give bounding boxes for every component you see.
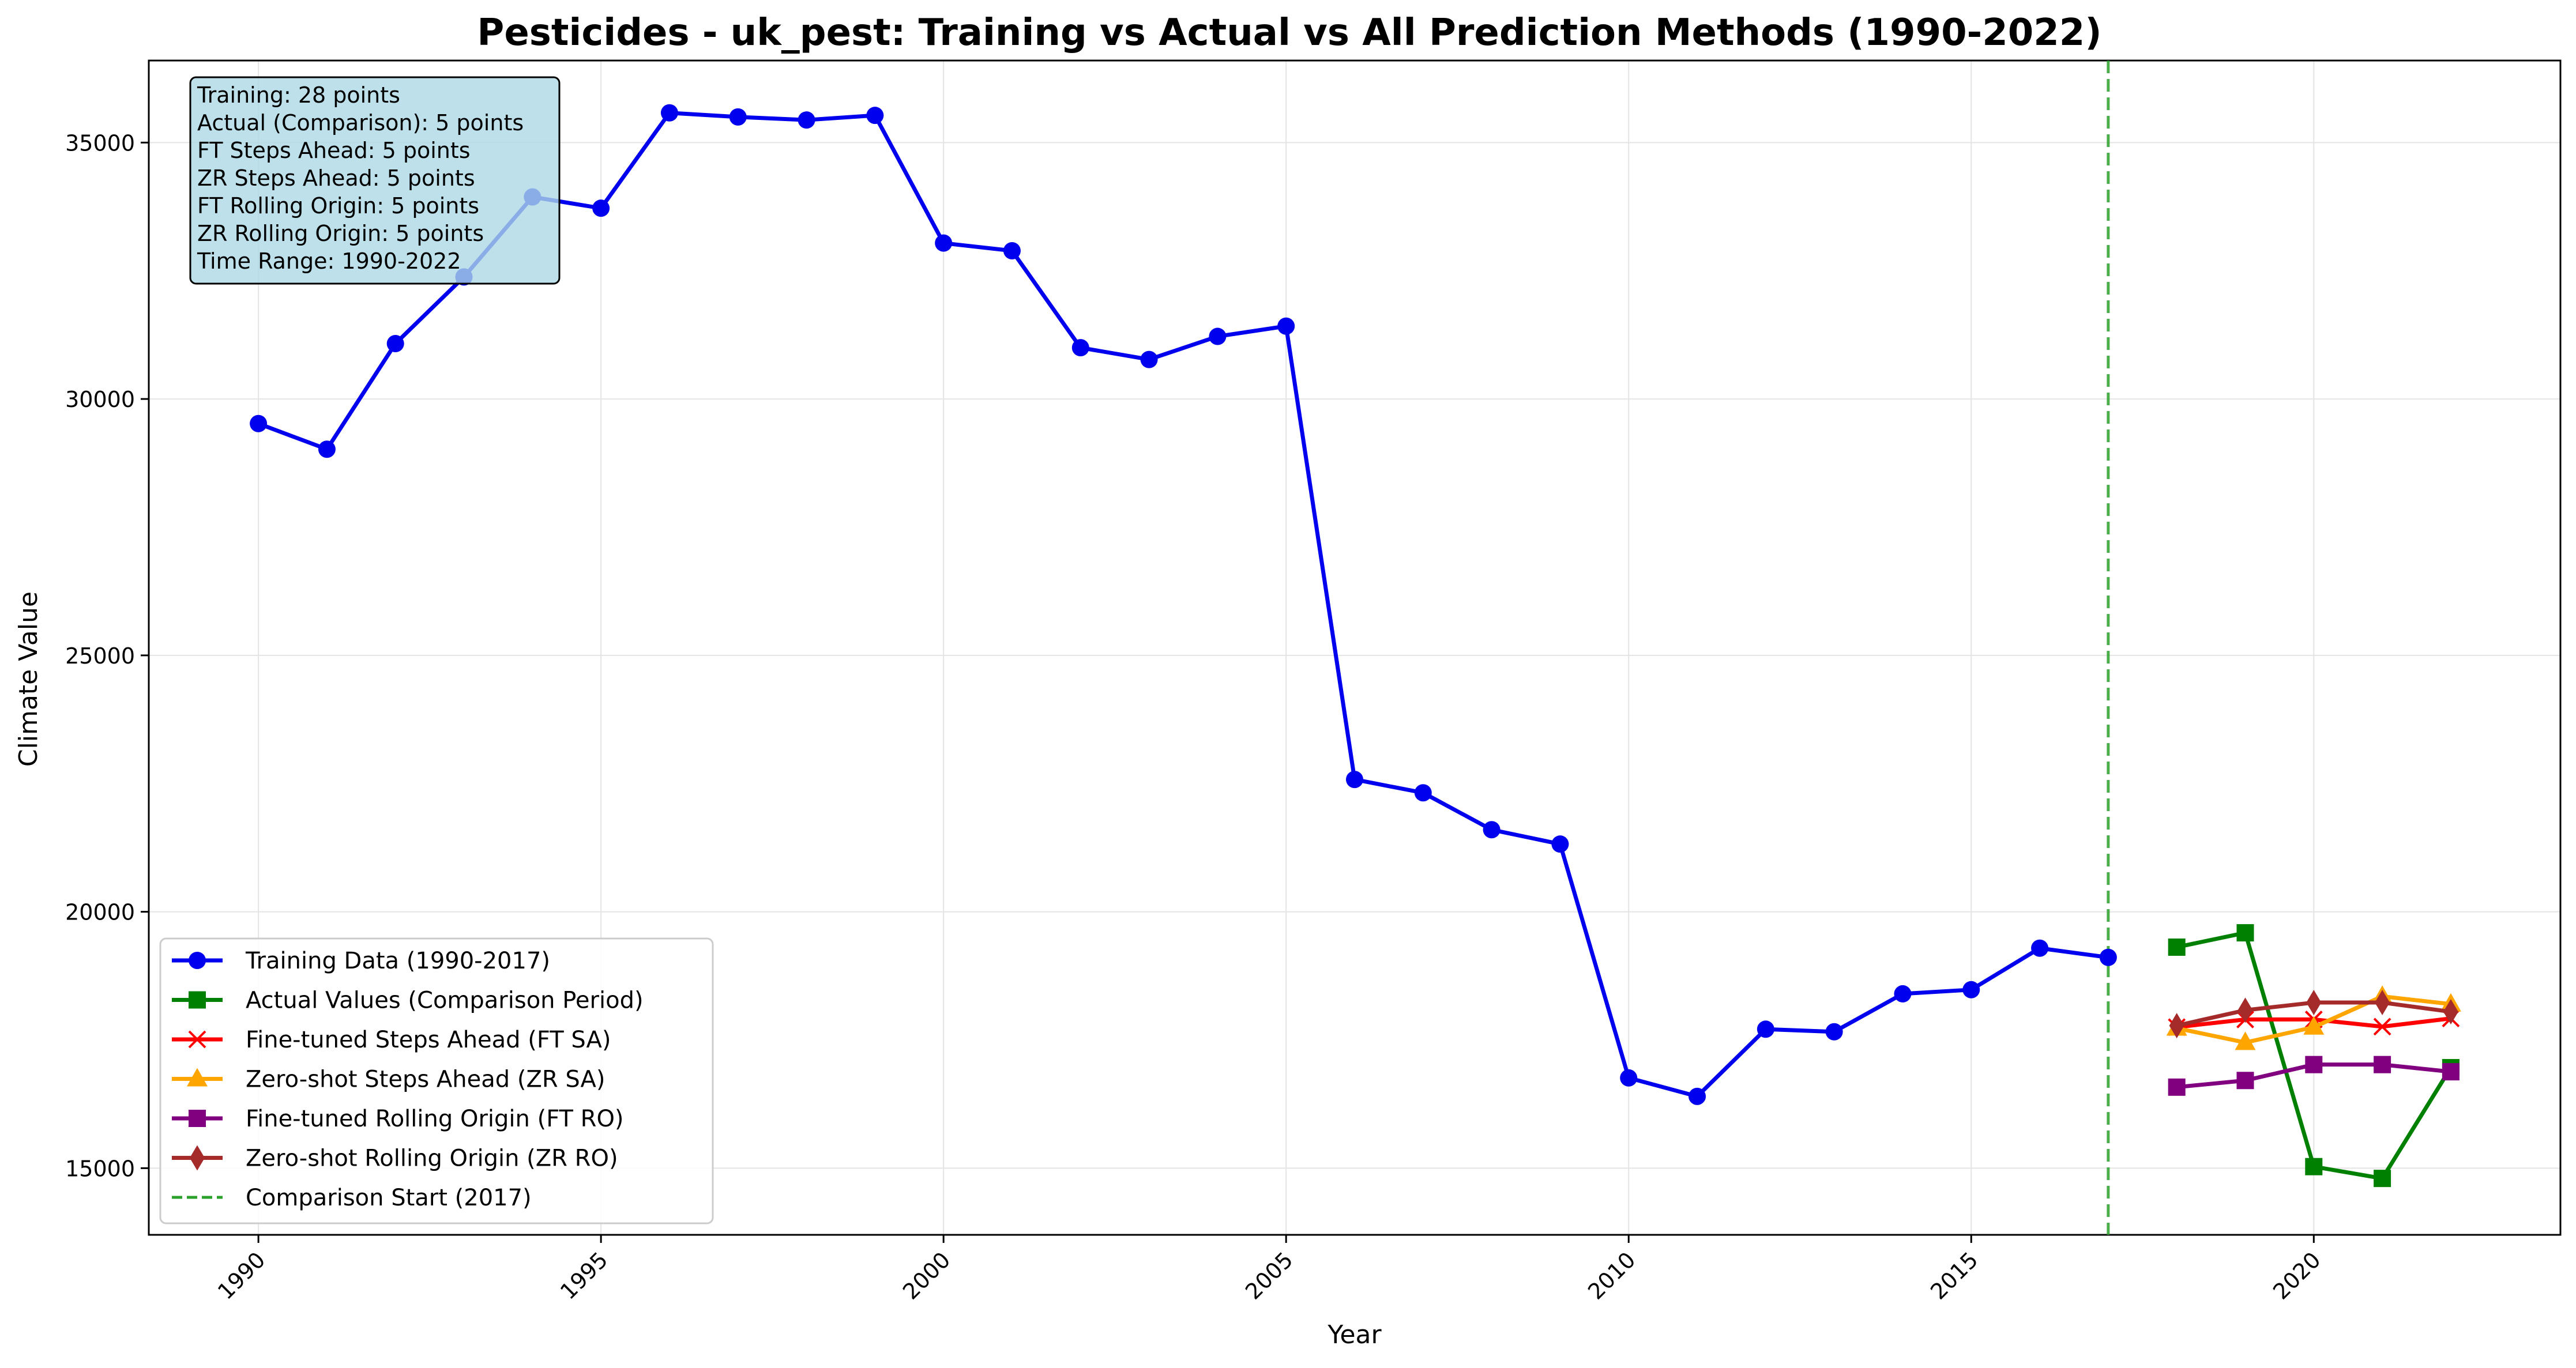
legend-item: Fine-tuned Steps Ahead (FT SA) xyxy=(172,1027,611,1053)
data-point xyxy=(2442,1063,2460,1081)
data-point xyxy=(2235,1031,2256,1050)
data-point xyxy=(2374,1170,2391,1188)
data-point xyxy=(2168,1078,2186,1096)
data-point xyxy=(2099,948,2117,966)
data-point xyxy=(2375,990,2390,1016)
data-point xyxy=(250,414,268,432)
legend-box xyxy=(159,937,714,1224)
data-point xyxy=(1688,1087,1706,1105)
data-point xyxy=(2305,1158,2323,1175)
data-point xyxy=(798,111,815,129)
info-box-line: FT Steps Ahead: 5 points xyxy=(197,138,471,163)
y-tick-label: 20000 xyxy=(65,900,135,925)
data-point xyxy=(1894,985,1912,1003)
legend: Training Data (1990-2017) Actual Values (… xyxy=(159,937,714,1224)
info-box-line: Actual (Comparison): 5 points xyxy=(197,110,524,135)
legend-swatch-marker xyxy=(190,1145,205,1171)
series-4 xyxy=(2168,1056,2460,1096)
data-point xyxy=(2374,1056,2391,1073)
series-layer xyxy=(250,61,2461,1235)
series-5 xyxy=(2169,990,2458,1039)
data-point xyxy=(2303,1016,2325,1035)
data-point xyxy=(2236,924,2254,942)
legend-item: Zero-shot Steps Ahead (ZR SA) xyxy=(172,1066,605,1093)
data-point xyxy=(729,108,747,126)
data-point xyxy=(660,104,678,122)
data-point xyxy=(2169,1013,2184,1039)
data-point xyxy=(1620,1069,1638,1087)
legend-label: Zero-shot Steps Ahead (ZR SA) xyxy=(246,1066,605,1093)
data-point xyxy=(2168,938,2186,956)
data-point xyxy=(1003,242,1021,260)
y-axis-label: Climate Value xyxy=(14,591,43,767)
legend-item: Comparison Start (2017) xyxy=(172,1185,532,1211)
series-line xyxy=(257,111,2109,1099)
plot-frame xyxy=(148,59,2562,1236)
legend-item: Zero-shot Rolling Origin (ZR RO) xyxy=(172,1145,618,1172)
y-tick-label: 30000 xyxy=(65,387,135,412)
data-point xyxy=(2031,939,2049,957)
legend-swatch-marker xyxy=(189,952,206,969)
series-0 xyxy=(250,104,2117,1105)
data-point xyxy=(1346,771,1363,789)
data-point xyxy=(935,234,953,252)
data-point xyxy=(2443,999,2458,1025)
legend-label: Fine-tuned Rolling Origin (FT RO) xyxy=(246,1106,624,1132)
data-point xyxy=(318,440,336,458)
series-1 xyxy=(2168,924,2460,1188)
x-axis-label: Year xyxy=(1327,1320,1382,1350)
info-box-line: FT Rolling Origin: 5 points xyxy=(197,193,479,218)
data-point xyxy=(1277,317,1295,335)
info-box-line: Training: 28 points xyxy=(197,82,400,108)
legend-label: Training Data (1990-2017) xyxy=(245,948,550,974)
data-point xyxy=(1071,339,1089,357)
data-point xyxy=(866,107,884,125)
data-point xyxy=(2373,1017,2391,1036)
legend-swatch-marker xyxy=(189,991,206,1009)
y-tick-label: 25000 xyxy=(65,643,135,669)
data-point xyxy=(2305,1056,2323,1073)
legend-label: Zero-shot Rolling Origin (ZR RO) xyxy=(246,1145,618,1172)
data-point xyxy=(1483,821,1501,839)
legend-item: Actual Values (Comparison Period) xyxy=(172,988,644,1014)
data-point xyxy=(2306,990,2322,1016)
data-point xyxy=(386,335,404,353)
info-box-line: ZR Rolling Origin: 5 points xyxy=(197,221,484,246)
legend-swatch-marker xyxy=(189,1110,206,1127)
marker-stroke xyxy=(188,1030,206,1049)
legend-label: Fine-tuned Steps Ahead (FT SA) xyxy=(246,1027,611,1053)
legend-item: Fine-tuned Rolling Origin (FT RO) xyxy=(172,1106,624,1132)
marker-stroke xyxy=(2373,1017,2391,1036)
legend-swatch-marker xyxy=(187,1068,208,1087)
data-point xyxy=(1757,1020,1774,1038)
info-box-line: Time Range: 1990-2022 xyxy=(197,248,461,274)
data-point xyxy=(1551,835,1569,853)
y-tick-label: 35000 xyxy=(65,130,135,156)
data-point xyxy=(1962,981,1980,998)
data-point xyxy=(2237,997,2253,1023)
legend-swatch-marker xyxy=(188,1030,206,1049)
info-box-line: ZR Steps Ahead: 5 points xyxy=(197,165,475,191)
data-point xyxy=(1140,351,1158,368)
legend-label: Actual Values (Comparison Period) xyxy=(246,988,644,1014)
legend-item: Training Data (1990-2017) xyxy=(172,948,550,974)
data-point xyxy=(592,199,610,217)
legend-label: Comparison Start (2017) xyxy=(246,1185,532,1211)
data-point xyxy=(1414,784,1432,802)
chart-title: Pesticides - uk_pest: Training vs Actual… xyxy=(477,12,2101,54)
y-tick-label: 15000 xyxy=(65,1156,135,1181)
data-point xyxy=(2236,1072,2254,1090)
data-point xyxy=(1209,327,1227,345)
data-point xyxy=(1825,1023,1843,1041)
info-box-background xyxy=(189,76,561,285)
